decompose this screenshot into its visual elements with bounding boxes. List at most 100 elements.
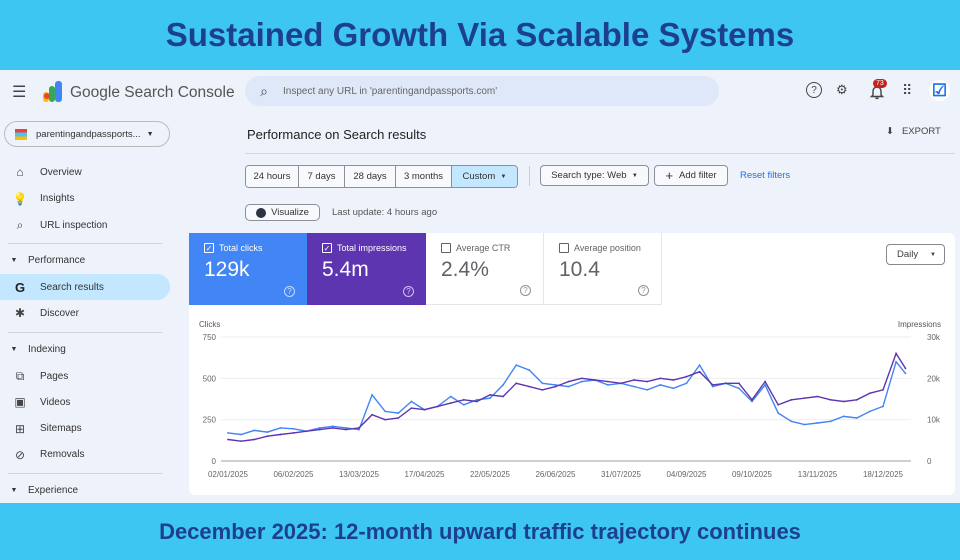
- user-settings-icon[interactable]: ⚙: [836, 82, 848, 97]
- help-icon[interactable]: ?: [806, 82, 822, 98]
- caret-down-icon: ▼: [10, 487, 18, 494]
- sidebar-section-performance[interactable]: ▼ Performance: [0, 255, 170, 266]
- data-point-impressions: [384, 418, 387, 421]
- sidebar-item-label: URL inspection: [40, 219, 108, 231]
- data-point-impressions: [777, 403, 780, 406]
- data-point-impressions: [607, 380, 609, 383]
- data-point-clicks: [502, 384, 504, 386]
- help-icon[interactable]: ?: [520, 285, 531, 296]
- checkbox-checked-icon[interactable]: ✓: [204, 243, 214, 253]
- add-filter-button[interactable]: + Add filter: [654, 165, 728, 186]
- help-icon[interactable]: ?: [638, 285, 649, 296]
- metric-card-total-clicks[interactable]: ✓ Total clicks 129k?: [189, 233, 307, 305]
- data-point-impressions: [331, 427, 334, 429]
- export-button[interactable]: ⬇ EXPORT: [886, 126, 941, 137]
- lightbulb-icon: 💡: [12, 191, 28, 206]
- range-28-days[interactable]: 28 days: [344, 166, 395, 187]
- checkbox-icon[interactable]: [559, 243, 569, 253]
- data-point-clicks: [371, 393, 373, 396]
- sitemaps-icon: ⊞: [14, 421, 26, 436]
- sidebar-item-overview[interactable]: ⌂ Overview: [0, 159, 170, 185]
- data-point-clicks: [904, 372, 907, 375]
- sidebar-item-search-results[interactable]: G Search results: [0, 274, 170, 300]
- metric-value: 129k: [204, 258, 250, 281]
- range-24-hours[interactable]: 24 hours: [246, 166, 298, 187]
- help-icon[interactable]: ?: [403, 286, 414, 297]
- x-tick: 04/09/2025: [666, 470, 707, 479]
- avatar[interactable]: ☑: [929, 80, 950, 101]
- sidebar-item-removals[interactable]: ⊘ Removals: [0, 442, 170, 468]
- range-3-months[interactable]: 3 months: [395, 166, 451, 187]
- sidebar-item-url-inspection[interactable]: ⌕ URL inspection: [0, 212, 170, 238]
- sidebar-item-label: Insights: [40, 193, 75, 204]
- data-point-impressions: [698, 370, 701, 373]
- y-tick-right: 10k: [927, 416, 941, 425]
- data-point-clicks: [698, 364, 701, 367]
- data-point-impressions: [646, 380, 649, 383]
- metric-card-total-impressions[interactable]: ✓ Total impressions 5.4m?: [307, 233, 426, 305]
- data-point-impressions: [371, 413, 373, 416]
- granularity-dropdown[interactable]: Daily ▼: [886, 244, 945, 265]
- data-point-clicks: [541, 382, 544, 385]
- help-icon[interactable]: ?: [284, 286, 295, 297]
- data-point-clicks: [842, 415, 845, 418]
- data-point-clicks: [646, 389, 649, 391]
- x-tick: 13/03/2025: [339, 470, 380, 479]
- data-point-clicks: [738, 387, 740, 390]
- sidebar-section-experience[interactable]: ▼ Experience: [0, 485, 170, 496]
- data-point-impressions: [790, 398, 793, 401]
- data-point-impressions: [292, 431, 295, 434]
- sidebar-item-label: Search results: [40, 281, 104, 293]
- checkbox-icon[interactable]: [441, 243, 451, 253]
- x-tick: 13/11/2025: [798, 470, 838, 479]
- data-point-clicks: [790, 420, 793, 423]
- sidebar-item-videos[interactable]: ▣ Videos: [0, 389, 170, 415]
- search-type-dropdown[interactable]: Search type: Web ▼: [540, 165, 649, 186]
- y-tick-right: 20k: [927, 374, 941, 383]
- sidebar-section-indexing[interactable]: ▼ Indexing: [0, 344, 170, 355]
- data-point-clicks: [227, 431, 229, 434]
- x-tick: 18/12/2025: [863, 470, 904, 479]
- data-point-clicks: [318, 427, 321, 429]
- data-point-impressions: [554, 385, 557, 388]
- asterisk-icon: ✱: [14, 306, 26, 320]
- google-g-icon: G: [14, 279, 26, 295]
- metric-card-average-ctr[interactable]: Average CTR 2.4%?: [426, 233, 544, 305]
- section-label: Indexing: [28, 344, 66, 355]
- property-selector[interactable]: parentingandpassports... ▼: [4, 121, 170, 147]
- menu-icon[interactable]: ☰: [12, 84, 27, 101]
- sidebar-item-discover[interactable]: ✱ Discover: [0, 300, 170, 326]
- sidebar-item-sitemaps[interactable]: ⊞ Sitemaps: [0, 416, 170, 442]
- add-filter-label: Add filter: [679, 170, 717, 181]
- url-inspect-search[interactable]: ⌕ Inspect any URL in 'parentingandpasspo…: [245, 76, 719, 106]
- sidebar-item-pages[interactable]: ⧉ Pages: [0, 363, 170, 389]
- visualize-button[interactable]: Visualize: [245, 204, 320, 221]
- data-point-impressions: [842, 400, 845, 403]
- caret-down-icon: ▼: [10, 346, 18, 353]
- data-point-clicks: [253, 429, 256, 432]
- range-7-days[interactable]: 7 days: [298, 166, 344, 187]
- data-point-clicks: [816, 422, 819, 424]
- sidebar-item-label: Sitemaps: [40, 423, 82, 435]
- data-point-impressions: [724, 382, 727, 385]
- data-point-impressions: [711, 384, 714, 386]
- property-name: parentingandpassports...: [36, 128, 141, 140]
- data-point-impressions: [751, 398, 753, 401]
- metric-value: 10.4: [559, 258, 600, 281]
- search-input[interactable]: Inspect any URL in 'parentingandpassport…: [283, 85, 498, 97]
- reset-filters-link[interactable]: Reset filters: [740, 170, 791, 181]
- apps-grid-icon[interactable]: ⠿: [902, 82, 912, 98]
- checkbox-checked-icon[interactable]: ✓: [322, 243, 332, 253]
- sidebar-item-label: Removals: [40, 449, 85, 461]
- sidebar-item-label: Pages: [40, 370, 69, 382]
- sidebar-item-insights[interactable]: 💡 Insights: [0, 186, 170, 212]
- notification-badge: 73: [873, 79, 887, 88]
- range-custom[interactable]: Custom ▼: [451, 166, 517, 187]
- chevron-down-icon: ▼: [930, 251, 936, 258]
- metric-card-average-position[interactable]: Average position 10.4?: [544, 233, 662, 305]
- data-point-impressions: [816, 395, 819, 398]
- visualize-label: Visualize: [271, 207, 309, 218]
- data-point-clicks: [384, 410, 387, 413]
- y-axis-left-label: Clicks: [199, 320, 220, 329]
- bottom-banner: December 2025: 12-month upward traffic t…: [0, 503, 960, 560]
